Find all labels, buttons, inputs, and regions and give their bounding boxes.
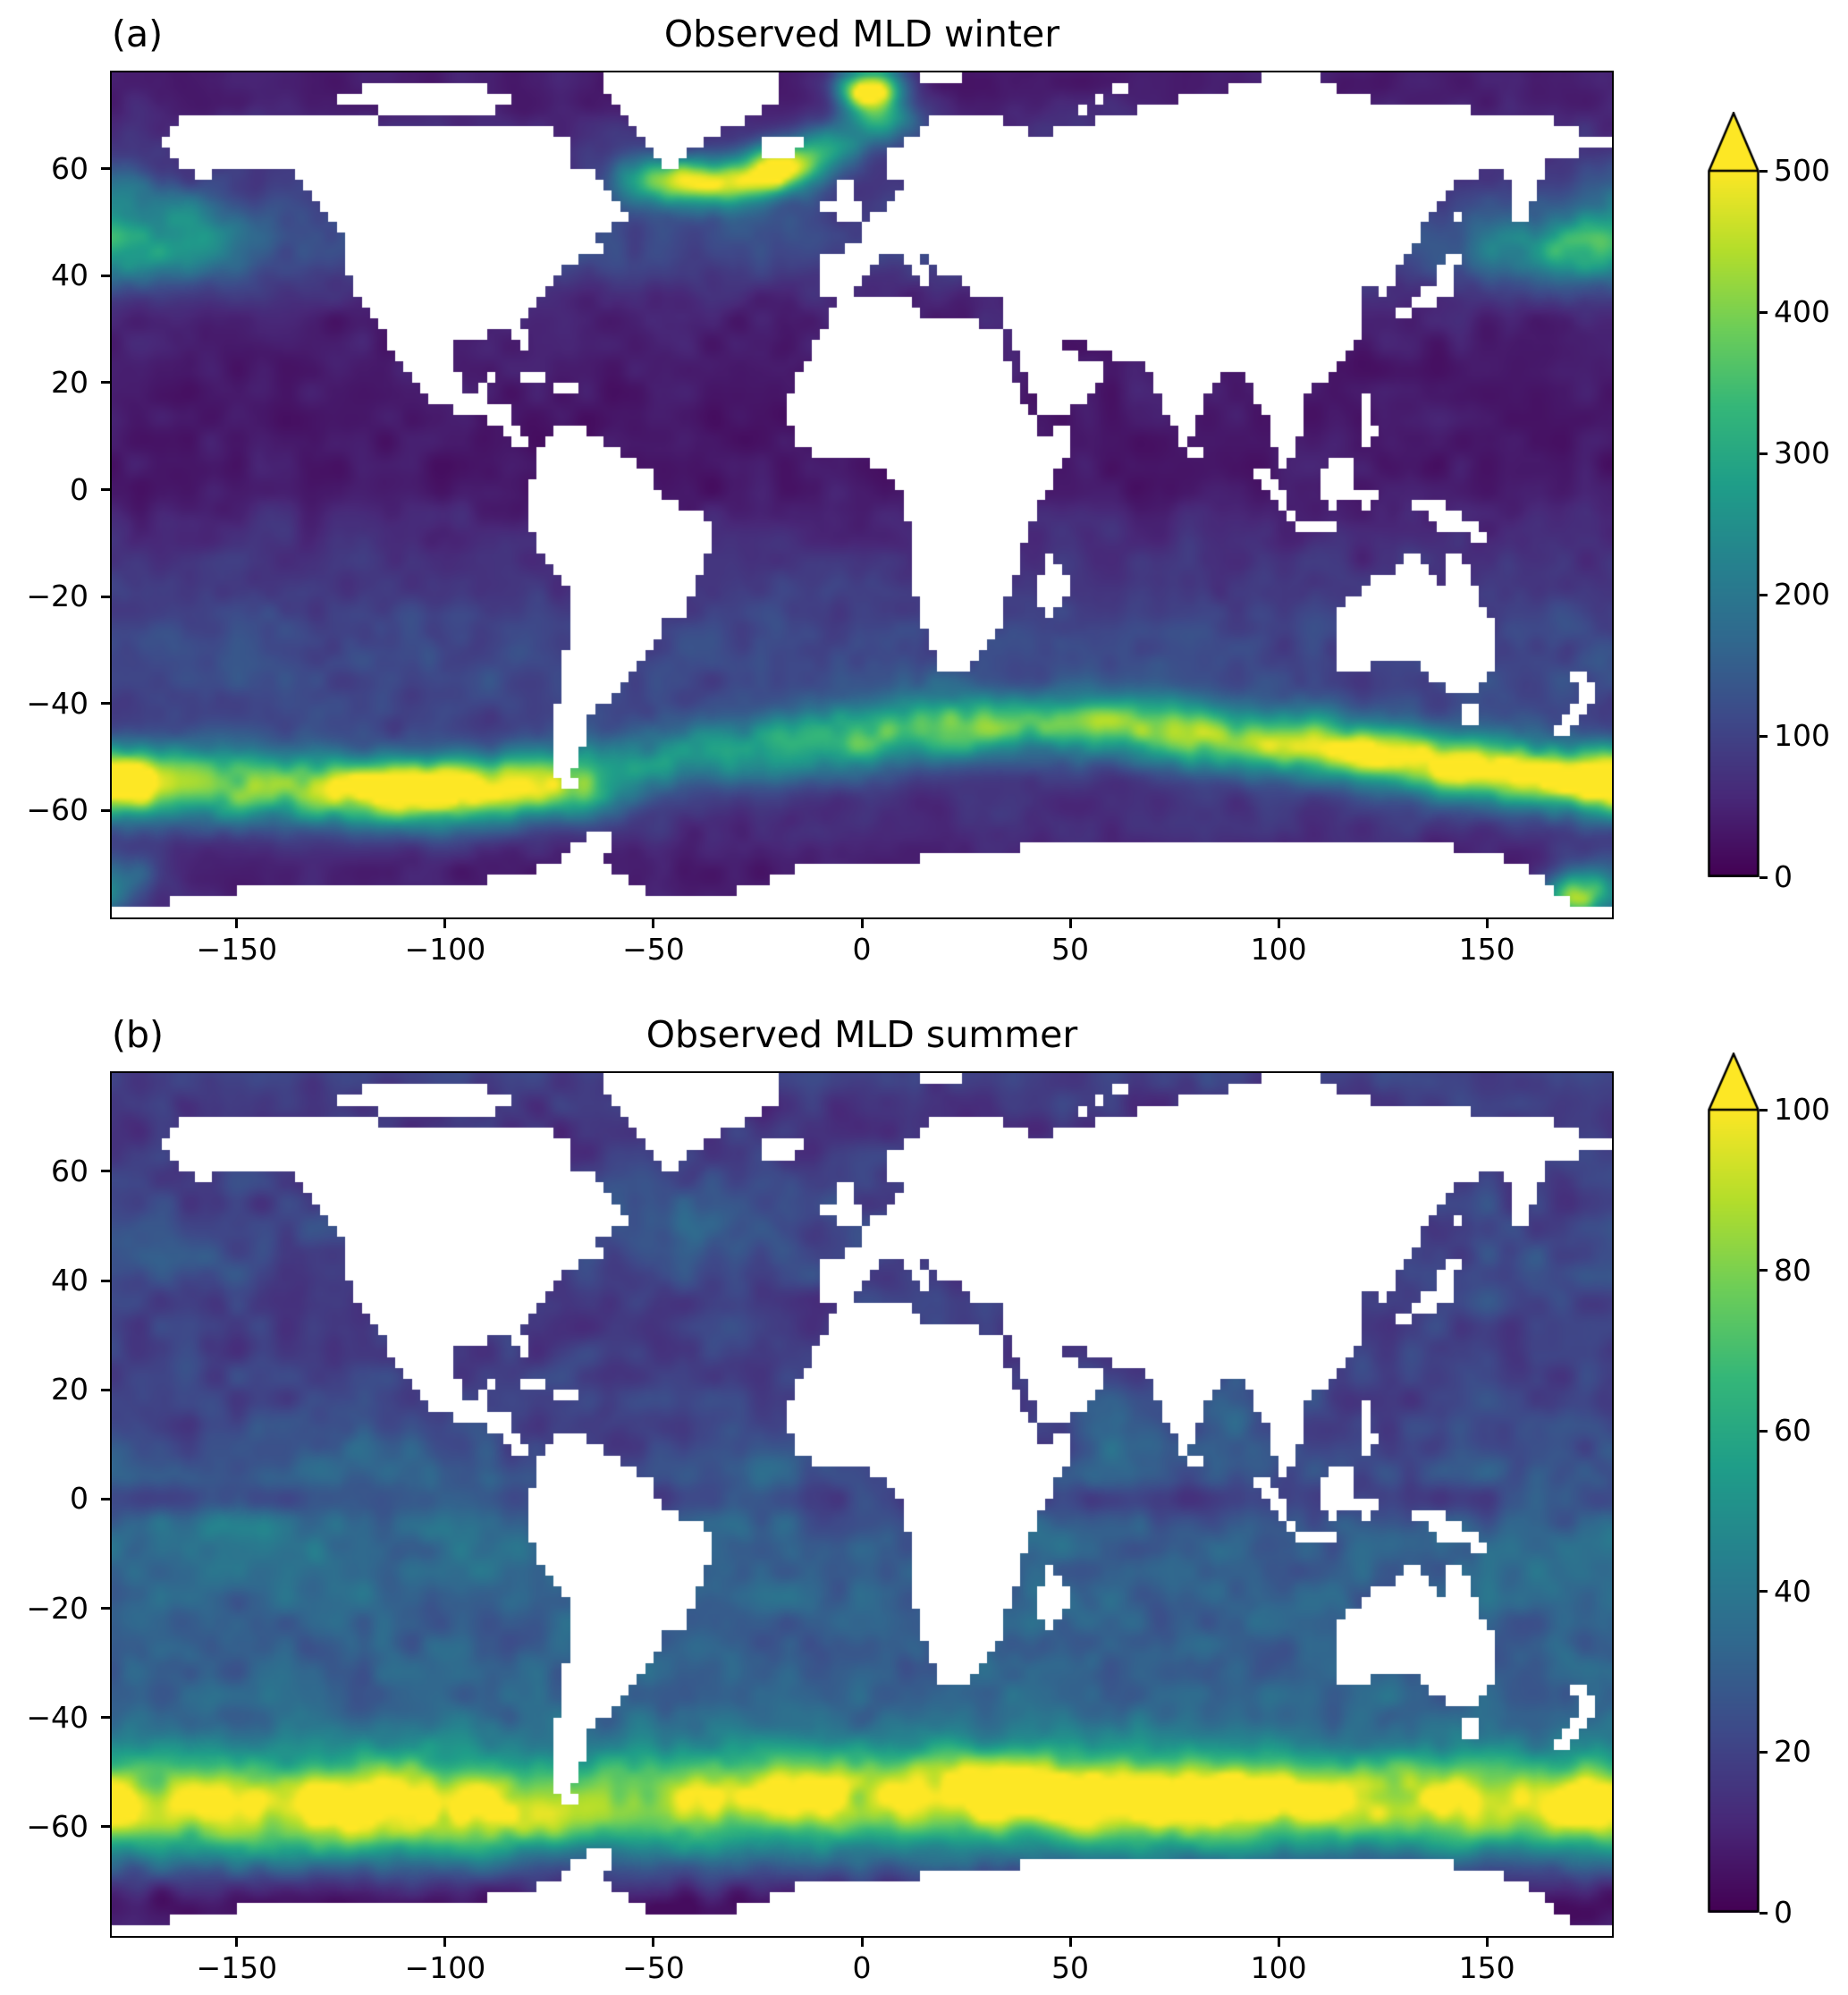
y-tick-label: −20 <box>26 1590 89 1626</box>
colorbar-tick-label: 300 <box>1774 435 1830 470</box>
x-tick-mark <box>652 919 655 928</box>
panel-a-label: (a) <box>112 13 164 55</box>
y-tick-label: 40 <box>51 258 89 293</box>
colorbar-tick-mark <box>1759 452 1768 455</box>
colorbar-tick-label: 200 <box>1774 577 1830 612</box>
colorbar-tick-mark <box>1759 1269 1768 1272</box>
colorbar-tick-label: 0 <box>1774 859 1793 894</box>
colorbar-tick-label: 60 <box>1774 1413 1811 1449</box>
y-tick-mark <box>101 167 110 171</box>
colorbar-tick-mark <box>1759 1108 1768 1112</box>
x-tick-mark <box>443 919 447 928</box>
panel-a-colorbar <box>1708 112 1759 877</box>
y-tick-label: −60 <box>26 792 89 828</box>
x-tick-mark <box>1068 919 1072 928</box>
y-tick-label: 20 <box>51 364 89 400</box>
panel-b-label: (b) <box>112 1013 165 1056</box>
y-tick-label: 40 <box>51 1263 89 1298</box>
panel-a-heatmap <box>112 72 1612 917</box>
y-tick-mark <box>101 1497 110 1500</box>
x-tick-label: 150 <box>1458 1950 1515 1985</box>
x-tick-mark <box>860 1938 864 1947</box>
y-tick-mark <box>101 381 110 385</box>
colorbar-tick-label: 500 <box>1774 153 1830 188</box>
colorbar-tick-mark <box>1759 1911 1768 1915</box>
colorbar-tick-mark <box>1759 169 1768 173</box>
y-tick-mark <box>101 1279 110 1282</box>
colorbar-tick-label: 400 <box>1774 294 1830 329</box>
y-tick-label: 20 <box>51 1372 89 1407</box>
x-tick-mark <box>1485 919 1489 928</box>
y-tick-label: −20 <box>26 579 89 614</box>
y-tick-mark <box>101 1388 110 1391</box>
x-tick-label: −50 <box>622 932 685 967</box>
colorbar-tick-mark <box>1759 1429 1768 1433</box>
x-tick-label: 100 <box>1250 1950 1307 1985</box>
x-tick-mark <box>235 919 239 928</box>
x-tick-label: −50 <box>622 1950 685 1985</box>
colorbar-tick-mark <box>1759 1750 1768 1754</box>
y-tick-mark <box>101 274 110 277</box>
x-tick-mark <box>860 919 864 928</box>
y-tick-label: 60 <box>51 150 89 186</box>
panel-b-title: Observed MLD summer <box>646 1013 1078 1056</box>
colorbar-tick-label: 100 <box>1774 1092 1830 1127</box>
y-tick-mark <box>101 702 110 706</box>
colorbar-tick-label: 80 <box>1774 1252 1811 1288</box>
y-tick-mark <box>101 1607 110 1610</box>
x-tick-mark <box>1485 1938 1489 1947</box>
panel-b-colorbar <box>1708 1052 1759 1913</box>
colorbar-tick-label: 40 <box>1774 1573 1811 1609</box>
y-tick-label: −40 <box>26 685 89 721</box>
x-tick-label: −150 <box>196 932 278 967</box>
y-tick-mark <box>101 1170 110 1173</box>
panel-a-map-frame <box>110 71 1614 919</box>
x-tick-mark <box>1277 919 1280 928</box>
x-tick-mark <box>443 1938 447 1947</box>
x-tick-label: 50 <box>1051 1950 1090 1985</box>
x-tick-label: −150 <box>196 1950 278 1985</box>
y-tick-label: −40 <box>26 1699 89 1735</box>
colorbar-tick-mark <box>1759 310 1768 314</box>
panel-a-title: Observed MLD winter <box>663 13 1060 55</box>
panel-b-map-frame <box>110 1071 1614 1938</box>
panel-b-heatmap <box>112 1073 1612 1936</box>
x-tick-mark <box>1277 1938 1280 1947</box>
x-tick-mark <box>1068 1938 1072 1947</box>
x-tick-label: −100 <box>404 1950 486 1985</box>
y-tick-mark <box>101 595 110 598</box>
x-tick-label: 100 <box>1250 932 1307 967</box>
y-tick-label: 60 <box>51 1153 89 1188</box>
y-tick-label: 0 <box>70 471 89 507</box>
x-tick-mark <box>652 1938 655 1947</box>
colorbar-tick-label: 0 <box>1774 1895 1793 1930</box>
x-tick-label: 150 <box>1458 932 1515 967</box>
y-tick-mark <box>101 808 110 812</box>
x-tick-mark <box>235 1938 239 1947</box>
colorbar-tick-mark <box>1759 1590 1768 1593</box>
colorbar-tick-label: 20 <box>1774 1734 1811 1770</box>
x-tick-label: 0 <box>852 1950 872 1985</box>
x-tick-label: 0 <box>852 932 872 967</box>
colorbar-tick-mark <box>1759 734 1768 738</box>
colorbar-tick-label: 100 <box>1774 718 1830 753</box>
y-tick-label: −60 <box>26 1808 89 1844</box>
x-tick-label: −100 <box>404 932 486 967</box>
y-tick-label: 0 <box>70 1481 89 1517</box>
y-tick-mark <box>101 1825 110 1829</box>
x-tick-label: 50 <box>1051 932 1090 967</box>
y-tick-mark <box>101 1716 110 1720</box>
colorbar-tick-mark <box>1759 593 1768 596</box>
y-tick-mark <box>101 488 110 492</box>
colorbar-tick-mark <box>1759 875 1768 879</box>
